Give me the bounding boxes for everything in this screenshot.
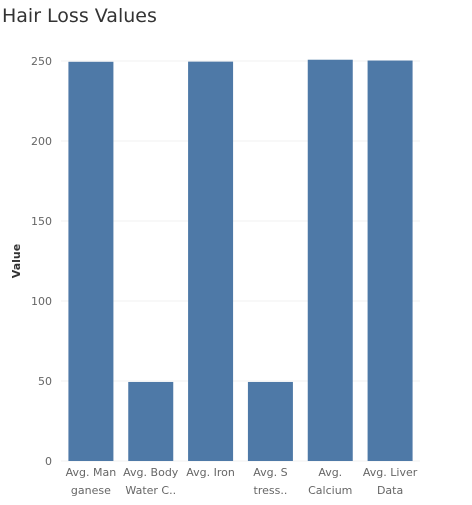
bar[interactable] xyxy=(248,382,293,461)
x-tick-label: Avg. Body Water C.. xyxy=(123,466,179,497)
y-axis-ticks: 0 50 100 150 200 250 xyxy=(31,55,52,468)
y-tick-label: 250 xyxy=(31,55,52,68)
y-tick-label: 0 xyxy=(45,455,52,468)
bars xyxy=(68,60,412,461)
x-tick-label: Avg. Man ganese xyxy=(66,466,117,497)
x-tick-label: Avg. Calcium xyxy=(308,466,352,497)
x-tick-label: Avg. Liver Data xyxy=(363,466,418,497)
y-tick-label: 50 xyxy=(38,375,52,388)
y-tick-label: 150 xyxy=(31,215,52,228)
y-tick-label: 100 xyxy=(31,295,52,308)
bar[interactable] xyxy=(308,60,353,461)
grid-lines xyxy=(61,61,420,461)
y-axis-title: Value xyxy=(10,244,23,278)
bar[interactable] xyxy=(368,61,413,461)
y-tick-label: 200 xyxy=(31,135,52,148)
x-tick-label: Avg. Iron xyxy=(186,466,235,479)
bar[interactable] xyxy=(128,382,173,461)
bar[interactable] xyxy=(188,62,233,461)
bar[interactable] xyxy=(68,62,113,461)
